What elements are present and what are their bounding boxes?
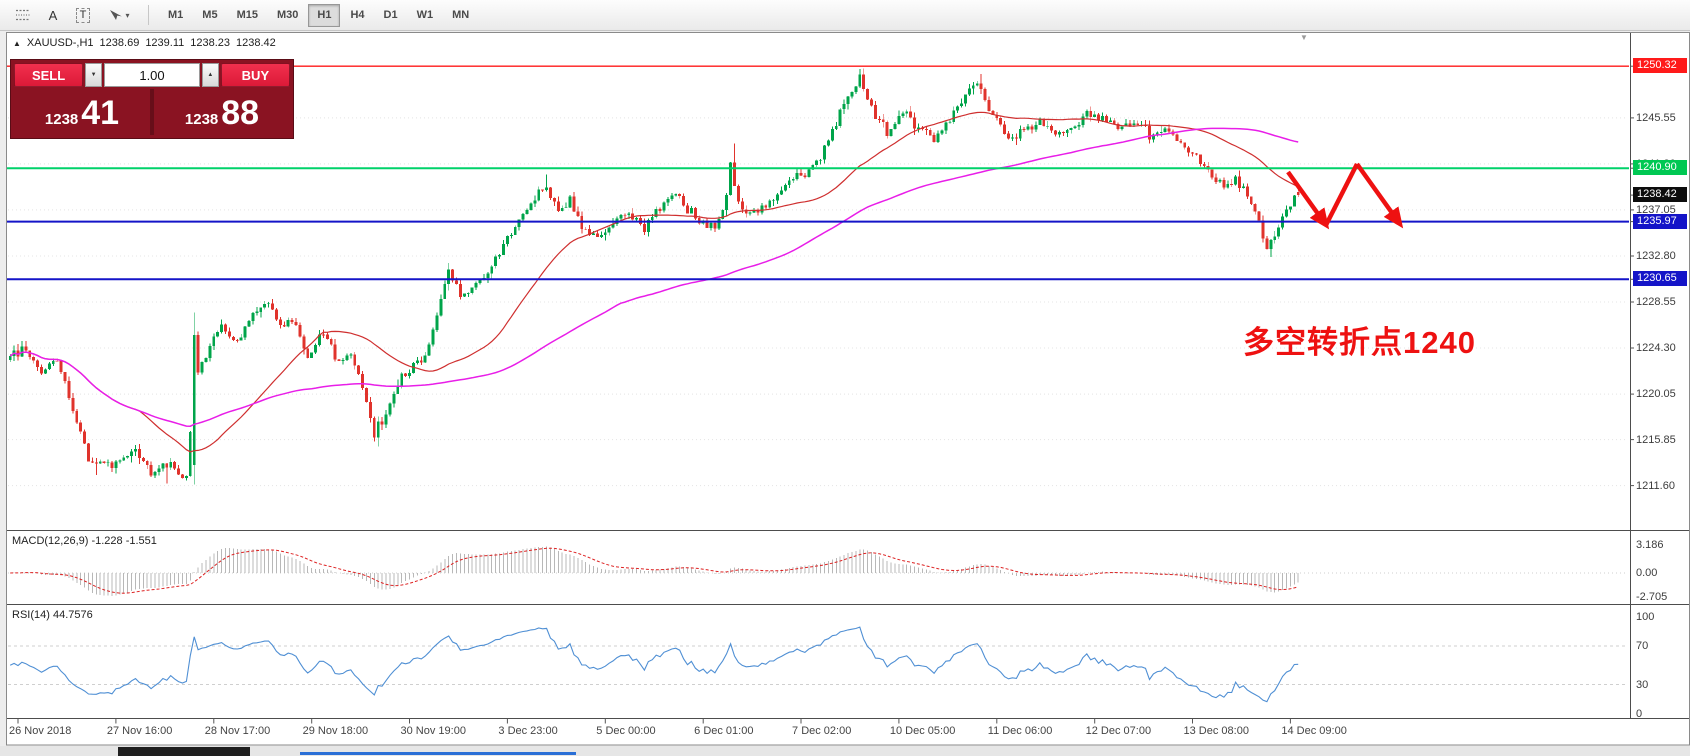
trade-price-display-row: 1238 41 1238 88 [14,89,290,135]
volume-decrease-button[interactable]: ▼ [85,63,102,87]
trade-price-divider [150,89,154,135]
chart-high-value: 1239.11 [145,37,185,49]
timeframe-button-h4[interactable]: H4 [341,4,373,27]
text-label-tool-icon: T [75,7,91,23]
toolbar-separator [148,5,149,25]
buy-button[interactable]: BUY [220,63,290,87]
timeframe-button-d1[interactable]: D1 [375,4,407,27]
bottom-fragment-blue [300,752,576,755]
dropdown-caret-icon: ▾ [125,10,130,20]
chart-title-bar: ▲ XAUUSD-,H1 1238.69 1239.11 1238.23 123… [13,37,276,49]
timeframe-button-h1[interactable]: H1 [308,3,341,27]
chart-open-value: 1238.69 [99,37,140,49]
cursor-tool-button[interactable]: ▾ [98,3,140,27]
volume-input[interactable] [104,63,200,87]
text-label-tool-button[interactable]: T [68,3,98,27]
sell-price-pips: 41 [81,94,120,132]
pattern-lines-icon [16,9,30,21]
timeframe-button-mn[interactable]: MN [443,4,478,27]
sell-price-display: 1238 41 [14,89,150,135]
cursor-icon [110,9,123,20]
sell-price-integer: 1238 [44,111,79,128]
analysis-annotation-text: 多空转折点1240 [1243,325,1476,360]
timeframe-button-m15[interactable]: M15 [228,4,267,27]
shapes-tool-button[interactable] [8,3,38,27]
timeframe-button-m30[interactable]: M30 [268,4,307,27]
timeframe-group: M1 M5 M15 M30 H1 H4 D1 W1 MN [159,3,478,27]
timeframe-button-w1[interactable]: W1 [408,4,443,27]
text-tool-button[interactable]: A [38,3,68,27]
volume-increase-button[interactable]: ▲ [202,63,219,87]
buy-price-display: 1238 88 [154,89,290,135]
main-toolbar: A T ▾ M1 M5 M15 M30 H1 H4 D1 W1 MN [0,0,1690,31]
trade-controls-row: SELL ▼ ▲ BUY [14,63,290,87]
text-tool-label: A [48,7,58,23]
buy-price-pips: 88 [221,94,260,132]
sell-button[interactable]: SELL [14,63,84,87]
rsi-indicator-label: RSI(14) 44.7576 [12,609,93,621]
one-click-panel-toggle[interactable]: ▲ [13,38,21,48]
chart-shift-marker-icon[interactable]: ▼ [1300,33,1308,42]
timeframe-button-m1[interactable]: M1 [159,4,192,27]
bottom-fragment-dark [118,747,250,756]
buy-price-integer: 1238 [184,111,219,128]
bottom-edge-strip [0,746,1690,756]
chart-symbol-period: XAUUSD-,H1 [26,37,94,49]
macd-indicator-label: MACD(12,26,9) -1.228 -1.551 [12,535,157,547]
timeframe-button-m5[interactable]: M5 [193,4,226,27]
chart-close-value: 1238.42 [236,37,276,49]
chart-low-value: 1238.23 [190,37,231,49]
